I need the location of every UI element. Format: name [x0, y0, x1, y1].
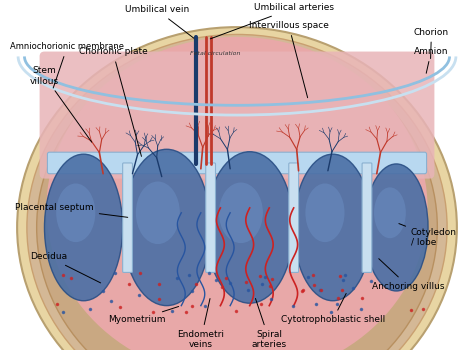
Ellipse shape: [123, 149, 210, 306]
Ellipse shape: [56, 184, 95, 242]
Ellipse shape: [46, 37, 428, 355]
Ellipse shape: [36, 42, 438, 355]
Text: Intervillous space: Intervillous space: [249, 21, 329, 98]
Text: Endometri
veins: Endometri veins: [177, 299, 224, 349]
Text: Spiral
arteries: Spiral arteries: [252, 299, 287, 349]
Text: Umbilical vein: Umbilical vein: [125, 5, 194, 38]
Text: Placental septum: Placental septum: [15, 203, 128, 217]
Ellipse shape: [206, 152, 294, 303]
FancyBboxPatch shape: [289, 163, 299, 272]
Text: Cytotrophoblastic shell: Cytotrophoblastic shell: [281, 294, 385, 324]
Text: Myometrium: Myometrium: [109, 306, 179, 324]
Ellipse shape: [17, 27, 457, 355]
FancyBboxPatch shape: [123, 163, 132, 272]
Ellipse shape: [136, 181, 180, 244]
Text: Fetal circulation: Fetal circulation: [190, 51, 241, 56]
FancyBboxPatch shape: [362, 163, 372, 272]
Text: Amniochorionic membrane: Amniochorionic membrane: [10, 42, 124, 88]
Ellipse shape: [219, 182, 263, 243]
FancyBboxPatch shape: [206, 163, 216, 272]
Ellipse shape: [294, 154, 372, 301]
Text: Decidua: Decidua: [30, 252, 100, 283]
FancyBboxPatch shape: [47, 152, 427, 174]
Text: Cotyledon
/ lobe: Cotyledon / lobe: [399, 224, 457, 247]
Text: Umbilical arteries: Umbilical arteries: [210, 4, 334, 39]
Ellipse shape: [305, 184, 345, 242]
Text: Stem
villous: Stem villous: [30, 66, 92, 142]
Ellipse shape: [365, 164, 428, 291]
Ellipse shape: [45, 154, 123, 301]
Ellipse shape: [374, 187, 406, 238]
Text: Amnion: Amnion: [414, 47, 448, 73]
FancyBboxPatch shape: [40, 51, 434, 179]
Text: Anchoring villus: Anchoring villus: [372, 259, 444, 291]
Text: Chorion: Chorion: [414, 27, 449, 59]
Text: Chorionic plate: Chorionic plate: [79, 48, 147, 156]
Ellipse shape: [27, 34, 447, 355]
